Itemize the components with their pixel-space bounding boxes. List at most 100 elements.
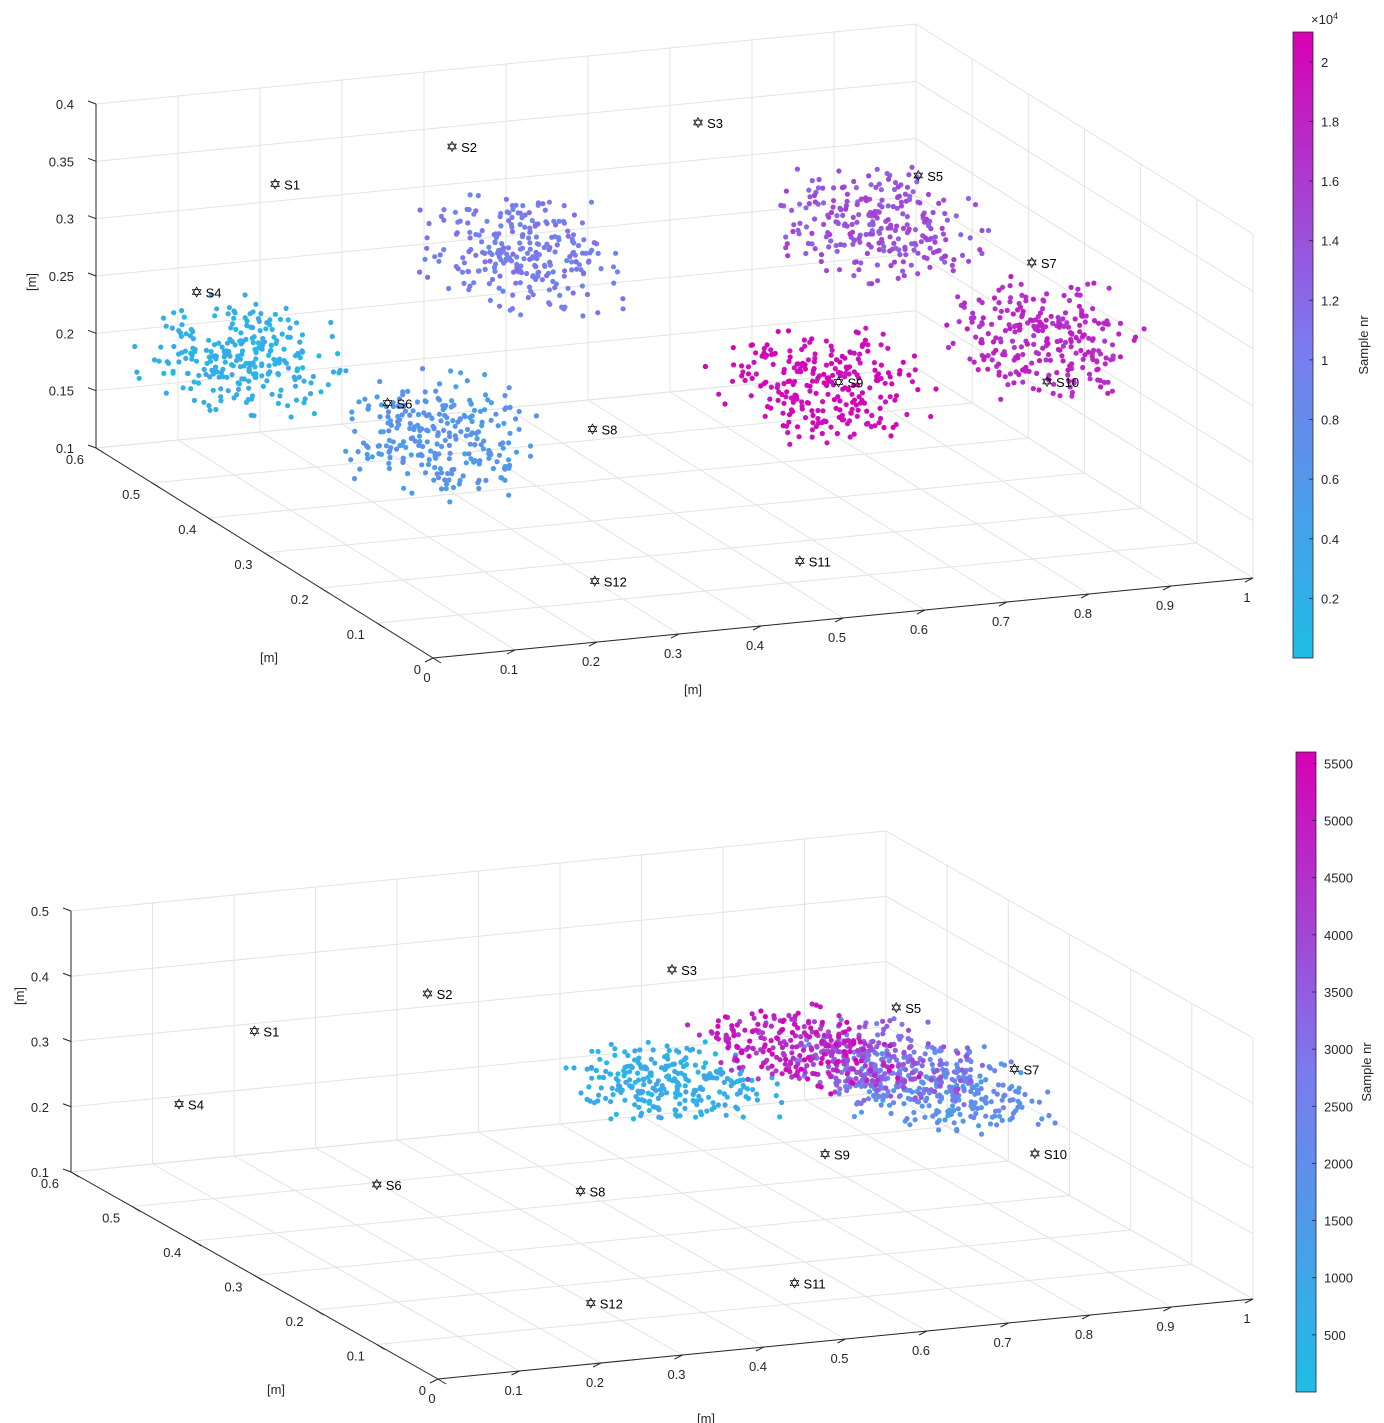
trajectory-point — [377, 378, 383, 385]
trajectory-point — [876, 247, 882, 253]
trajectory-point — [979, 1096, 985, 1102]
trajectory-point — [433, 388, 439, 394]
trajectory-point — [729, 1067, 735, 1073]
trajectory-point — [694, 1098, 700, 1104]
trajectory-point — [912, 367, 918, 373]
trajectory-point — [1050, 390, 1056, 396]
trajectory-point — [480, 446, 486, 452]
trajectory-point — [495, 423, 501, 429]
trajectory-point — [873, 1066, 879, 1072]
trajectory-point — [754, 1091, 760, 1097]
trajectory-point — [222, 359, 228, 365]
trajectory-point — [1001, 1062, 1008, 1068]
trajectory-point — [497, 441, 504, 447]
trajectory-point — [895, 184, 901, 190]
trajectory-point — [896, 1093, 903, 1099]
trajectory-point — [447, 433, 453, 440]
trajectory-point — [742, 1027, 748, 1033]
trajectory-point — [246, 378, 252, 384]
trajectory-point — [787, 1059, 794, 1065]
trajectory-point — [833, 219, 839, 225]
x-tick-label: 0.5 — [830, 1351, 848, 1366]
trajectory-point — [658, 1065, 665, 1071]
floor-gridline — [208, 437, 1029, 519]
trajectory-point — [887, 374, 893, 380]
trajectory-point — [189, 352, 195, 358]
trajectory-point — [203, 371, 209, 377]
trajectory-point — [493, 261, 499, 267]
trajectory-point — [552, 285, 558, 291]
trajectory-point — [584, 1066, 590, 1072]
x-tick-label: 0.8 — [1074, 606, 1092, 621]
trajectory-point — [417, 438, 423, 445]
trajectory-point — [505, 245, 512, 251]
trajectory-point — [798, 361, 804, 367]
trajectory-point — [993, 347, 999, 353]
trajectory-point — [805, 357, 812, 363]
trajectory-point — [603, 1068, 609, 1074]
trajectory-point — [451, 466, 457, 472]
trajectory-point — [484, 218, 490, 224]
trajectory-point — [673, 1079, 680, 1085]
trajectory-point — [874, 1087, 880, 1094]
trajectory-point — [779, 1071, 785, 1077]
trajectory-point — [1018, 1070, 1024, 1076]
trajectory-point — [874, 166, 880, 172]
trajectory-point — [729, 378, 736, 384]
colorbar-tick-label: 4000 — [1324, 928, 1353, 943]
trajectory-point — [891, 1088, 897, 1094]
trajectory-point — [774, 385, 780, 391]
trajectory-point — [436, 258, 442, 264]
trajectory-point — [503, 405, 509, 411]
trajectory-point — [561, 273, 567, 279]
trajectory-point — [901, 1101, 907, 1107]
trajectory-point — [597, 1056, 603, 1062]
trajectory-point — [992, 306, 998, 312]
floor-gridline — [70, 1091, 887, 1173]
trajectory-point — [647, 1070, 653, 1076]
trajectory-point — [439, 443, 445, 450]
star-of-david-icon: ✡ — [890, 999, 903, 1017]
trajectory-point — [437, 381, 443, 387]
y-tick-label: 0.4 — [163, 1245, 181, 1260]
floor-gridline — [264, 472, 1085, 554]
trajectory-point — [871, 1093, 877, 1099]
trajectory-point — [812, 216, 818, 222]
trajectory-point — [755, 1021, 761, 1027]
trajectory-point — [516, 408, 522, 415]
trajectory-point — [247, 311, 253, 317]
trajectory-point — [527, 229, 533, 235]
trajectory-point — [878, 362, 885, 368]
trajectory-point — [739, 373, 745, 379]
trajectory-point — [973, 334, 979, 340]
trajectory-point — [1001, 1092, 1008, 1098]
trajectory-point — [871, 360, 878, 366]
trajectory-point — [1101, 379, 1107, 385]
trajectory-point — [1044, 291, 1050, 297]
back-wall-gridline — [95, 195, 917, 277]
z-tick-label: 0.5 — [31, 904, 49, 919]
x-tick-mark — [755, 1346, 765, 1352]
trajectory-point — [836, 1013, 842, 1019]
trajectory-point — [722, 401, 728, 407]
trajectory-point — [979, 1062, 986, 1068]
trajectory-point — [646, 1100, 652, 1106]
trajectory-point — [943, 1061, 950, 1067]
trajectory-point — [239, 376, 245, 382]
trajectory-point — [191, 379, 197, 385]
trajectory-point — [547, 245, 553, 251]
trajectory-point — [722, 1102, 728, 1108]
trajectory-point — [950, 268, 956, 274]
trajectory-point — [989, 321, 995, 327]
trajectory-point — [1008, 295, 1014, 301]
trajectory-point — [850, 1041, 856, 1047]
trajectory-point — [424, 427, 430, 433]
marker-label: S5 — [927, 169, 943, 184]
trajectory-point — [968, 1067, 974, 1073]
trajectory-point — [565, 233, 571, 239]
trajectory-point — [527, 240, 533, 246]
trajectory-point — [1031, 341, 1037, 347]
trajectory-point — [274, 338, 280, 344]
x-tick-mark — [592, 1362, 602, 1368]
trajectory-point — [642, 1064, 648, 1070]
